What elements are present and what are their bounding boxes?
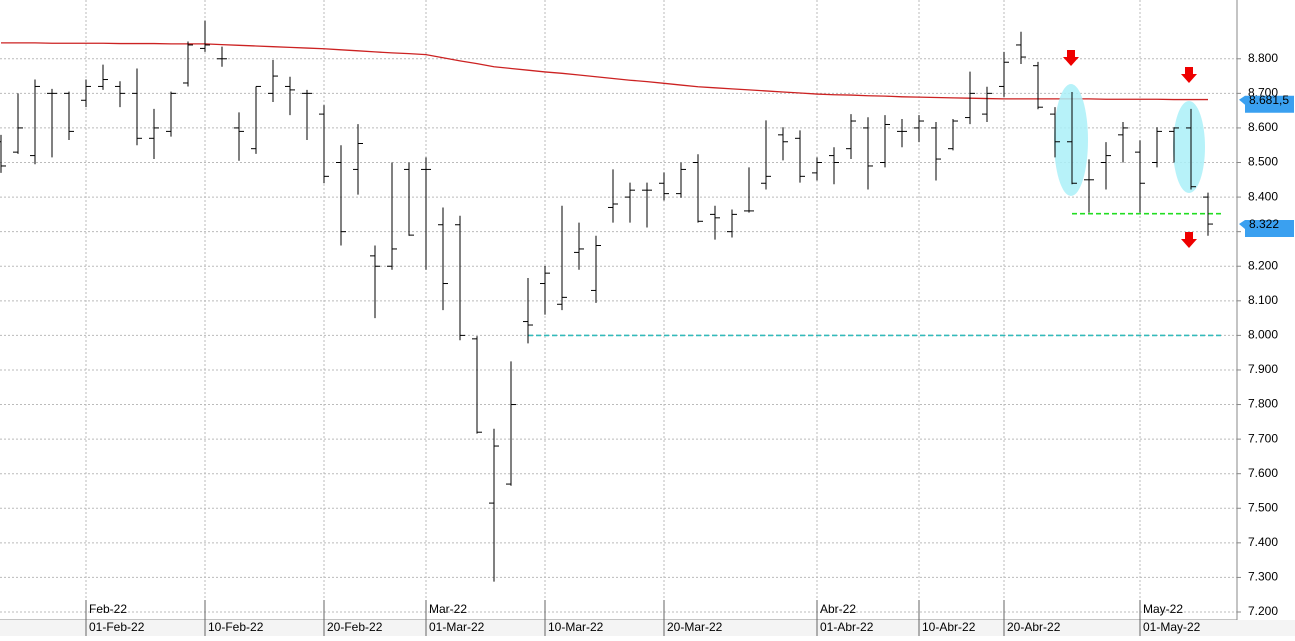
y-tick-label: 8.800: [1248, 51, 1278, 65]
y-tick-label: 7.600: [1248, 466, 1278, 480]
arrow: [1063, 50, 1079, 66]
y-tick-label: 8.200: [1248, 258, 1278, 272]
month-label: Mar-22: [429, 602, 467, 616]
y-tick-label: 7.800: [1248, 397, 1278, 411]
price-marker-label: 8.322: [1249, 217, 1279, 231]
moving-average: [1, 42, 1208, 101]
y-tick-label: 8.600: [1248, 120, 1278, 134]
x-tick-label: 10-Mar-22: [548, 620, 604, 634]
price-marker-label: 8.681,5: [1249, 93, 1289, 107]
y-tick-label: 8.000: [1248, 328, 1278, 342]
arrow: [1181, 232, 1197, 248]
y-tick-label: 7.700: [1248, 431, 1278, 445]
y-tick-label: 8.100: [1248, 293, 1278, 307]
plot: [0, 0, 1237, 620]
price-marker: [1239, 95, 1294, 113]
arrow: [1181, 67, 1197, 83]
month-label: May-22: [1143, 602, 1183, 616]
y-tick-label: 7.500: [1248, 500, 1278, 514]
x-tick-label: 01-May-22: [1143, 620, 1201, 634]
month-label: Abr-22: [820, 602, 856, 616]
x-tick-label: 10-Feb-22: [208, 620, 264, 634]
y-tick-label: 7.300: [1248, 570, 1278, 584]
y-tick-label: 7.900: [1248, 362, 1278, 376]
y-tick-label: 7.400: [1248, 535, 1278, 549]
axis-strip: [0, 620, 1295, 636]
y-tick-label: 8.500: [1248, 155, 1278, 169]
month-label: Feb-22: [89, 602, 127, 616]
y-tick-label: 7.200: [1248, 604, 1278, 618]
x-tick-label: 01-Abr-22: [820, 620, 874, 634]
x-tick-label: 20-Feb-22: [327, 620, 383, 634]
price-marker: [1239, 220, 1294, 238]
highlight: [1054, 84, 1088, 196]
x-tick-label: 20-Mar-22: [667, 620, 723, 634]
highlight: [1173, 101, 1205, 193]
bars: [0, 20, 1213, 582]
x-tick-label: 10-Abr-22: [922, 620, 976, 634]
axis: 7.200 7.300 7.400 7.500 7.600 7.700 7.800 7.900…: [85, 51, 1294, 636]
y-tick-label: 8.400: [1248, 189, 1278, 203]
x-tick-label: 01-Mar-22: [429, 620, 485, 634]
x-tick-label: 01-Feb-22: [89, 620, 145, 634]
x-tick-label: 20-Abr-22: [1007, 620, 1061, 634]
